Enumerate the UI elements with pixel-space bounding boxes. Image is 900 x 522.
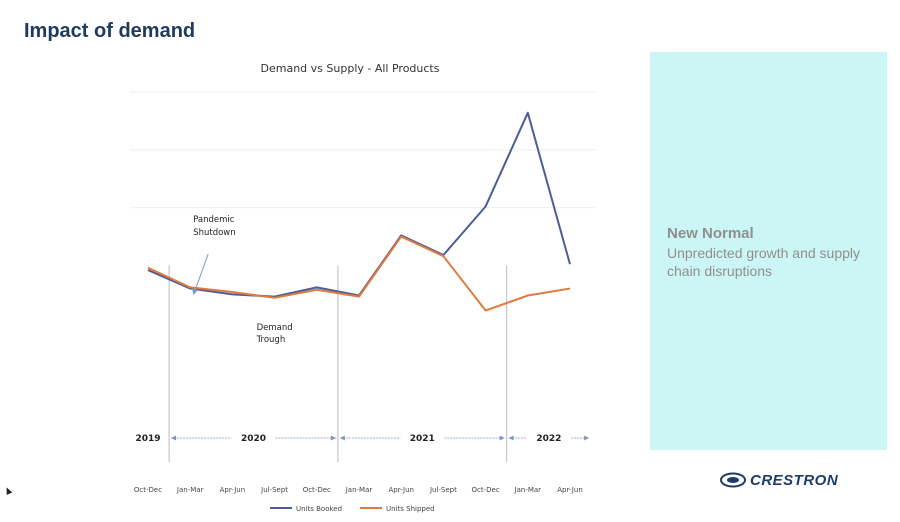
annotation-text: Trough bbox=[256, 335, 286, 345]
x-tick-label: Apr-Jun bbox=[388, 486, 414, 494]
annotation-arrow bbox=[194, 253, 209, 291]
x-tick-label: Oct-Dec bbox=[472, 486, 500, 494]
annotation-text: Pandemic bbox=[193, 215, 235, 225]
chart-container: Demand vs Supply - All Products Pandemic… bbox=[110, 52, 630, 517]
callout-panel: New Normal Unpredicted growth and supply… bbox=[650, 52, 887, 450]
year-label: 2022 bbox=[536, 434, 561, 444]
annotation-text: Demand bbox=[257, 323, 293, 333]
annotation-arrowhead bbox=[192, 288, 199, 295]
annotation-text: Shutdown bbox=[193, 228, 235, 238]
company-logo: CRESTRON bbox=[720, 470, 838, 490]
x-tick-label: Jan-Mar bbox=[514, 486, 542, 494]
year-label: 2021 bbox=[410, 434, 435, 444]
x-tick-label: Jul-Sept bbox=[260, 486, 288, 494]
panel-subtext: Unpredicted growth and supply chain disr… bbox=[667, 245, 861, 279]
x-tick-label: Apr-Jun bbox=[557, 486, 583, 494]
year-arrowhead bbox=[584, 435, 590, 441]
x-tick-label: Oct-Dec bbox=[303, 486, 331, 494]
x-tick-label: Oct-Dec bbox=[134, 486, 162, 494]
year-label: 2020 bbox=[241, 434, 266, 444]
page-title: Impact of demand bbox=[24, 20, 196, 42]
x-tick-label: Jan-Mar bbox=[176, 486, 204, 494]
chart-title: Demand vs Supply - All Products bbox=[260, 62, 440, 75]
x-tick-label: Jul-Sept bbox=[429, 486, 457, 494]
logo-text: CRESTRON bbox=[750, 471, 839, 489]
legend-label: Units Shipped bbox=[386, 505, 435, 513]
crestron-logo-icon bbox=[720, 472, 746, 488]
year-arrowhead bbox=[499, 435, 505, 441]
year-arrowhead bbox=[330, 435, 336, 441]
year-arrowhead bbox=[171, 435, 177, 441]
x-tick-label: Jan-Mar bbox=[345, 486, 373, 494]
line-chart: Pandemic Shutdown Demand Trough 2019 2020 2021… bbox=[130, 91, 595, 513]
year-arrowhead bbox=[508, 435, 514, 441]
year-arrowhead bbox=[339, 435, 345, 441]
series-line-units-shipped bbox=[147, 235, 571, 312]
panel-heading: New Normal bbox=[667, 225, 754, 242]
legend-label: Units Booked bbox=[296, 505, 342, 513]
year-label: 2019 bbox=[135, 434, 160, 444]
mouse-cursor-icon bbox=[3, 486, 13, 495]
x-tick-label: Apr-Jun bbox=[220, 486, 246, 494]
